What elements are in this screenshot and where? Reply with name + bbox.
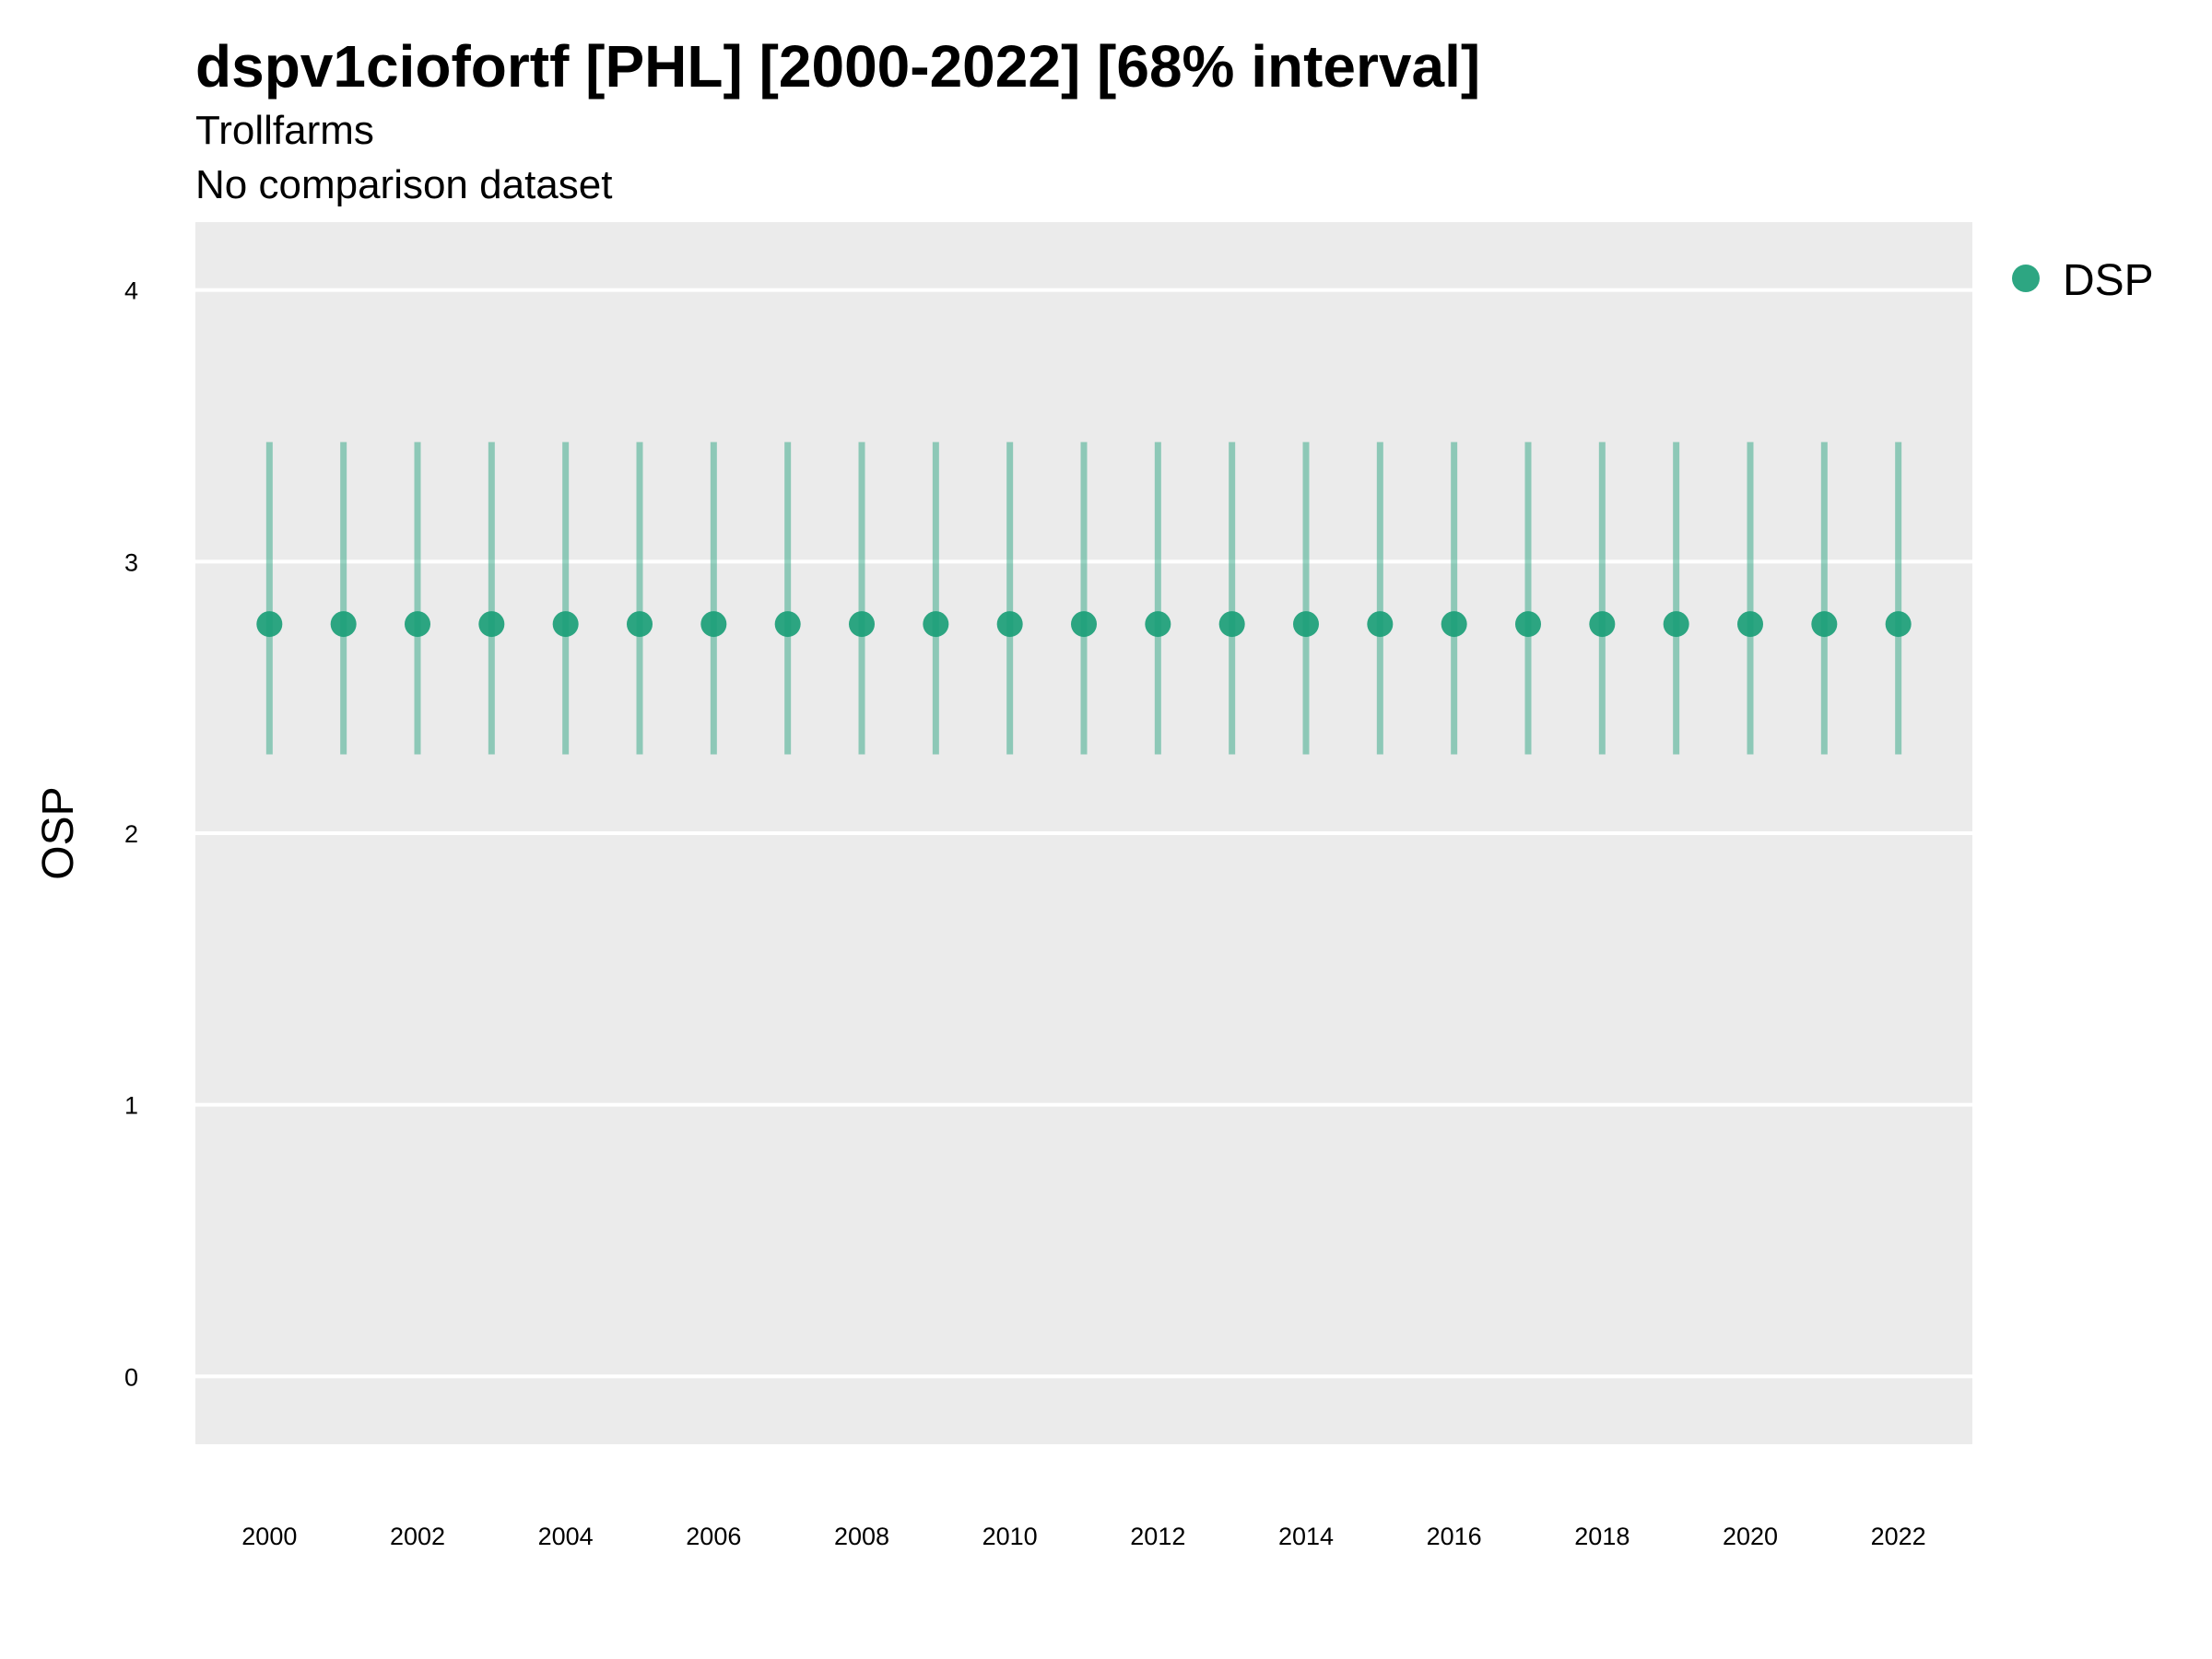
data-point bbox=[996, 611, 1023, 638]
data-point bbox=[774, 611, 801, 638]
x-tick-label: 2020 bbox=[1723, 1523, 1778, 1550]
y-tick-label: 2 bbox=[124, 820, 138, 848]
data-point bbox=[1885, 611, 1912, 638]
y-axis-title: OSP bbox=[34, 786, 83, 879]
data-point bbox=[1071, 611, 1097, 638]
x-tick-label: 2006 bbox=[686, 1523, 741, 1550]
chart-title: dspv1ciofortf [PHL] [2000-2022] [68% int… bbox=[195, 33, 1480, 100]
gridlines bbox=[195, 288, 1972, 1379]
x-tick-label: 2022 bbox=[1871, 1523, 1926, 1550]
data-point bbox=[1218, 611, 1245, 638]
x-tick-label: 2018 bbox=[1574, 1523, 1630, 1550]
x-tick-label: 2010 bbox=[982, 1523, 1038, 1550]
data-point bbox=[700, 611, 727, 638]
data-point bbox=[923, 611, 949, 638]
legend-label-dsp: DSP bbox=[2063, 256, 2154, 305]
x-axis-ticks: 2000 2002 2004 2006 2008 2010 2012 2014 2016 2018… bbox=[241, 1523, 1925, 1550]
data-point bbox=[330, 611, 357, 638]
data-point bbox=[552, 611, 579, 638]
legend-key-dsp bbox=[2012, 265, 2040, 292]
data-point bbox=[1293, 611, 1319, 638]
data-point bbox=[478, 611, 505, 638]
data-point bbox=[1663, 611, 1689, 638]
y-tick-label: 4 bbox=[124, 277, 138, 305]
data-points bbox=[256, 611, 1912, 638]
data-point bbox=[627, 611, 653, 638]
data-point bbox=[405, 611, 430, 638]
x-tick-label: 2014 bbox=[1278, 1523, 1334, 1550]
x-tick-label: 2000 bbox=[241, 1523, 297, 1550]
x-tick-label: 2012 bbox=[1130, 1523, 1185, 1550]
x-tick-label: 2004 bbox=[538, 1523, 594, 1550]
data-point bbox=[1811, 611, 1838, 638]
y-tick-label: 3 bbox=[124, 548, 138, 576]
data-point bbox=[1367, 611, 1394, 638]
y-tick-label: 1 bbox=[124, 1092, 138, 1120]
y-axis-ticks: 0 1 2 3 4 bbox=[124, 277, 138, 1392]
x-tick-label: 2016 bbox=[1427, 1523, 1482, 1550]
legend: DSP bbox=[2012, 256, 2154, 305]
data-point bbox=[256, 611, 283, 638]
chart-subtitle: Trollfarms bbox=[195, 108, 374, 153]
data-point bbox=[1441, 611, 1467, 638]
y-tick-label: 0 bbox=[124, 1363, 138, 1391]
interval-bars bbox=[265, 441, 1902, 755]
data-point bbox=[1737, 611, 1763, 638]
data-point bbox=[1145, 611, 1171, 638]
x-tick-label: 2008 bbox=[834, 1523, 889, 1550]
data-point bbox=[1589, 611, 1616, 638]
data-point bbox=[1515, 611, 1541, 638]
chart-caption: No comparison dataset bbox=[195, 162, 612, 207]
x-tick-label: 2002 bbox=[390, 1523, 445, 1550]
data-point bbox=[849, 611, 875, 638]
